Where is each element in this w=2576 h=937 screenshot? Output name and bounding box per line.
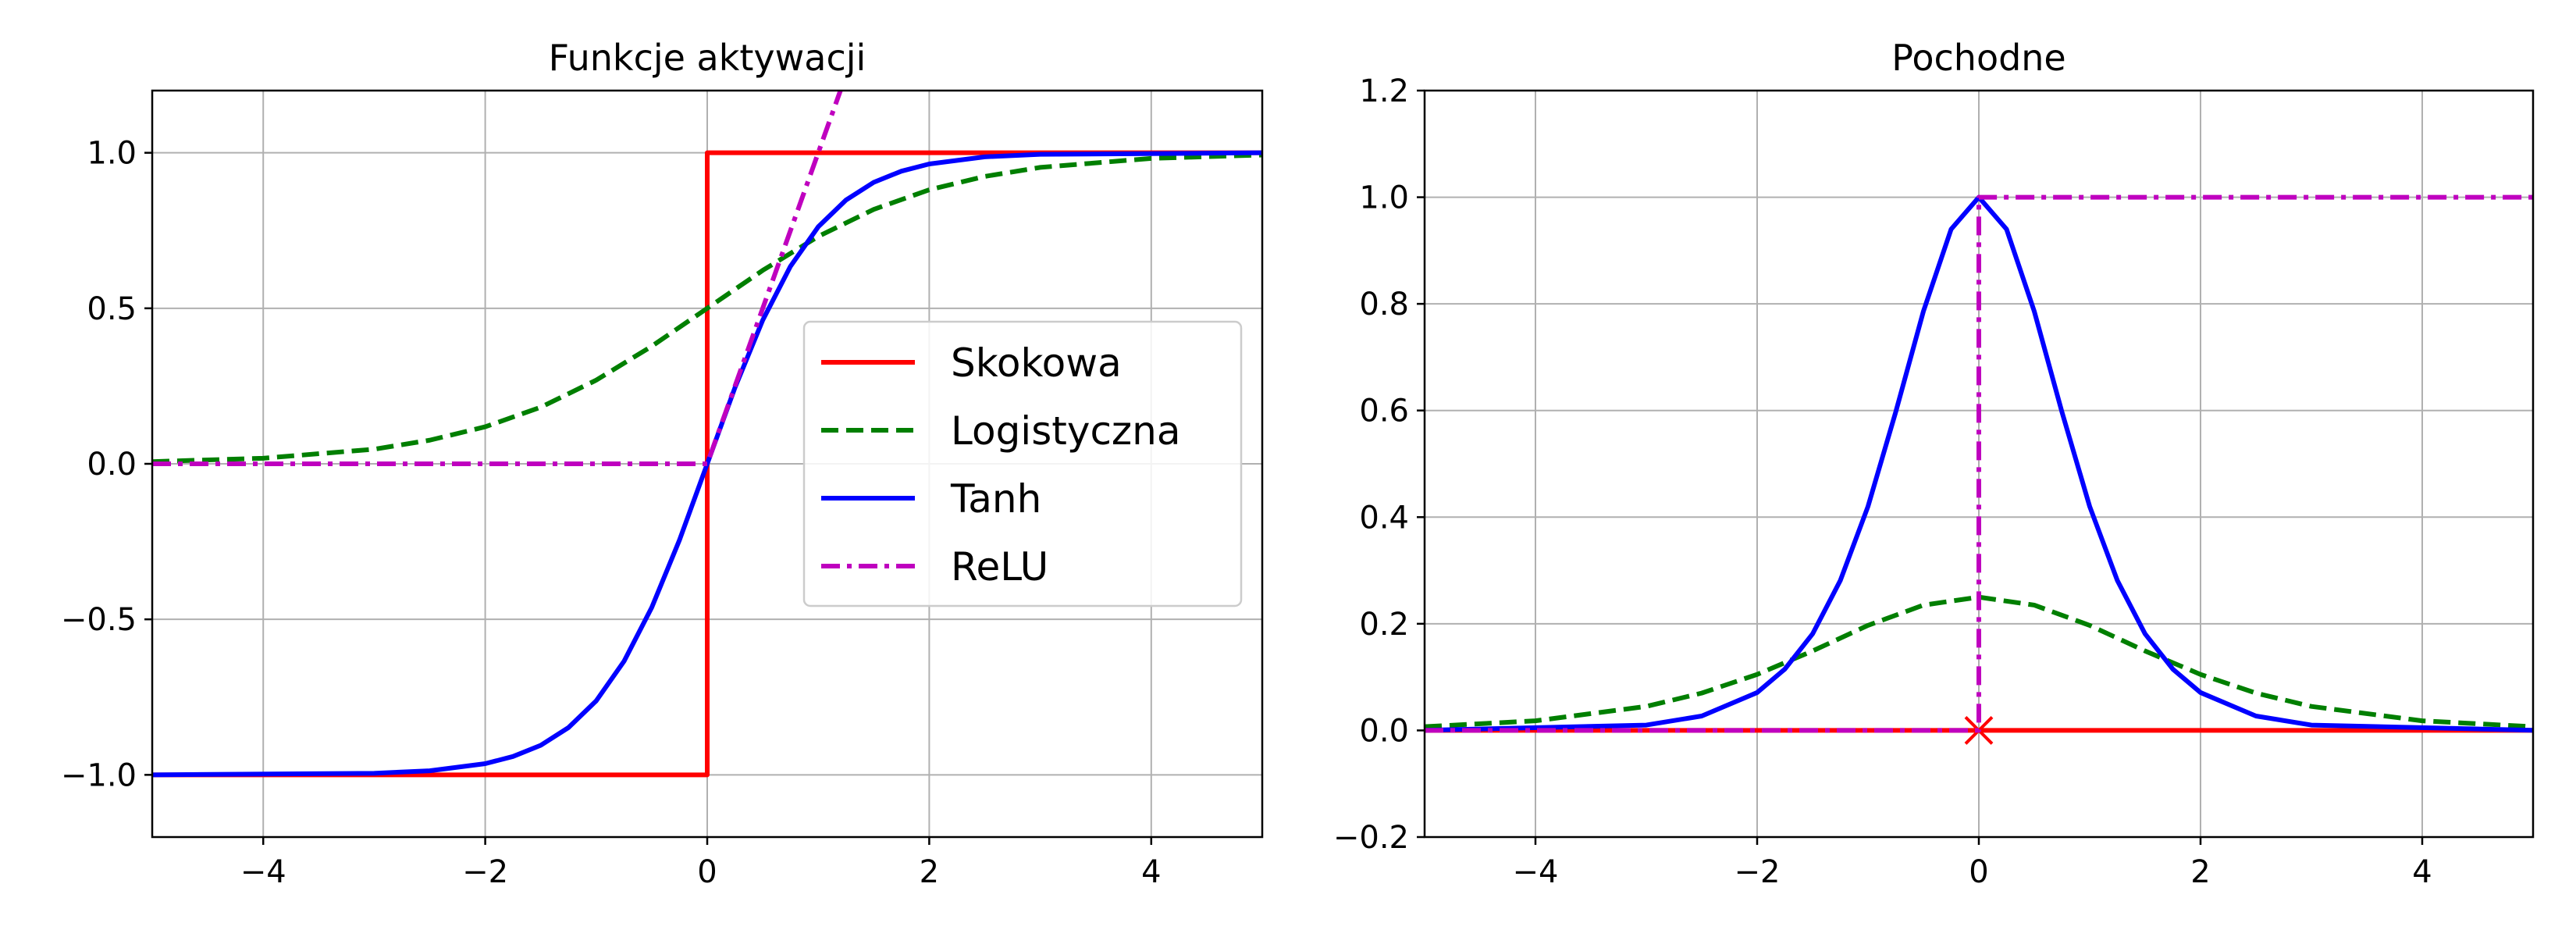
series-line-2 (1425, 594, 2533, 729)
y-tick-label: 0.6 (1359, 394, 1409, 429)
y-tick-label: 0.5 (87, 291, 137, 327)
x-tick-label: −2 (1735, 854, 1781, 890)
series-logistyczna (152, 152, 1262, 465)
x-tick-label: −4 (240, 854, 286, 890)
x-tick-label: 0 (697, 854, 717, 890)
ticks: −4 −2 0 2 4 −0.2 0.0 0.2 0.4 0.6 0.8 1.0 1.2 (1333, 73, 2432, 890)
y-tick-label: −0.2 (1333, 820, 1409, 856)
legend-label: Tanh (950, 476, 1041, 522)
y-tick-label: 0.0 (87, 447, 137, 483)
y-tick-label: −0.5 (61, 602, 137, 638)
x-tick-label: 0 (1969, 854, 1988, 890)
x-tick-label: 4 (1141, 854, 1161, 890)
y-tick-label: −1.0 (61, 757, 137, 793)
x-tick-label: 2 (2190, 854, 2210, 890)
legend: Skokowa Logistyczna Tanh ReLU (802, 320, 1243, 607)
legend-label: Skokowa (951, 340, 1122, 386)
series-line-4 (1425, 194, 2533, 733)
series-layer (152, 91, 1262, 778)
ticks: −4 −2 0 2 4 −1.0 −0.5 0.0 0.5 1.0 (61, 136, 1162, 890)
x-tick-label: 4 (2412, 854, 2432, 890)
y-tick-label: 1.0 (87, 136, 137, 172)
y-tick-label: 0.0 (1359, 713, 1409, 749)
series-relu (152, 91, 843, 466)
y-tick-label: 1.2 (1359, 73, 1409, 109)
y-tick-label: 0.2 (1359, 607, 1409, 643)
chart-activation-functions: −4 −2 0 2 4 −1.0 −0.5 0.0 0.5 1.0 Funkcje aktywac… (61, 37, 1264, 890)
x-tick-label: 2 (920, 854, 939, 890)
series-layer (1425, 194, 2533, 745)
chart-title: Funkcje aktywacji (549, 37, 866, 79)
legend-label: ReLU (951, 544, 1048, 590)
legend-label: Logistyczna (951, 408, 1181, 454)
x-tick-label: −2 (462, 854, 508, 890)
y-tick-label: 1.0 (1359, 180, 1409, 216)
x-tick-label: −4 (1513, 854, 1559, 890)
chart-derivatives: −4 −2 0 2 4 −0.2 0.0 0.2 0.4 0.6 0.8 1.0 1.2 Pochodn… (1333, 37, 2535, 890)
y-tick-label: 0.4 (1359, 500, 1409, 536)
y-tick-label: 0.8 (1359, 287, 1409, 322)
legend-box (802, 320, 1243, 607)
chart-title: Pochodne (1891, 37, 2066, 79)
